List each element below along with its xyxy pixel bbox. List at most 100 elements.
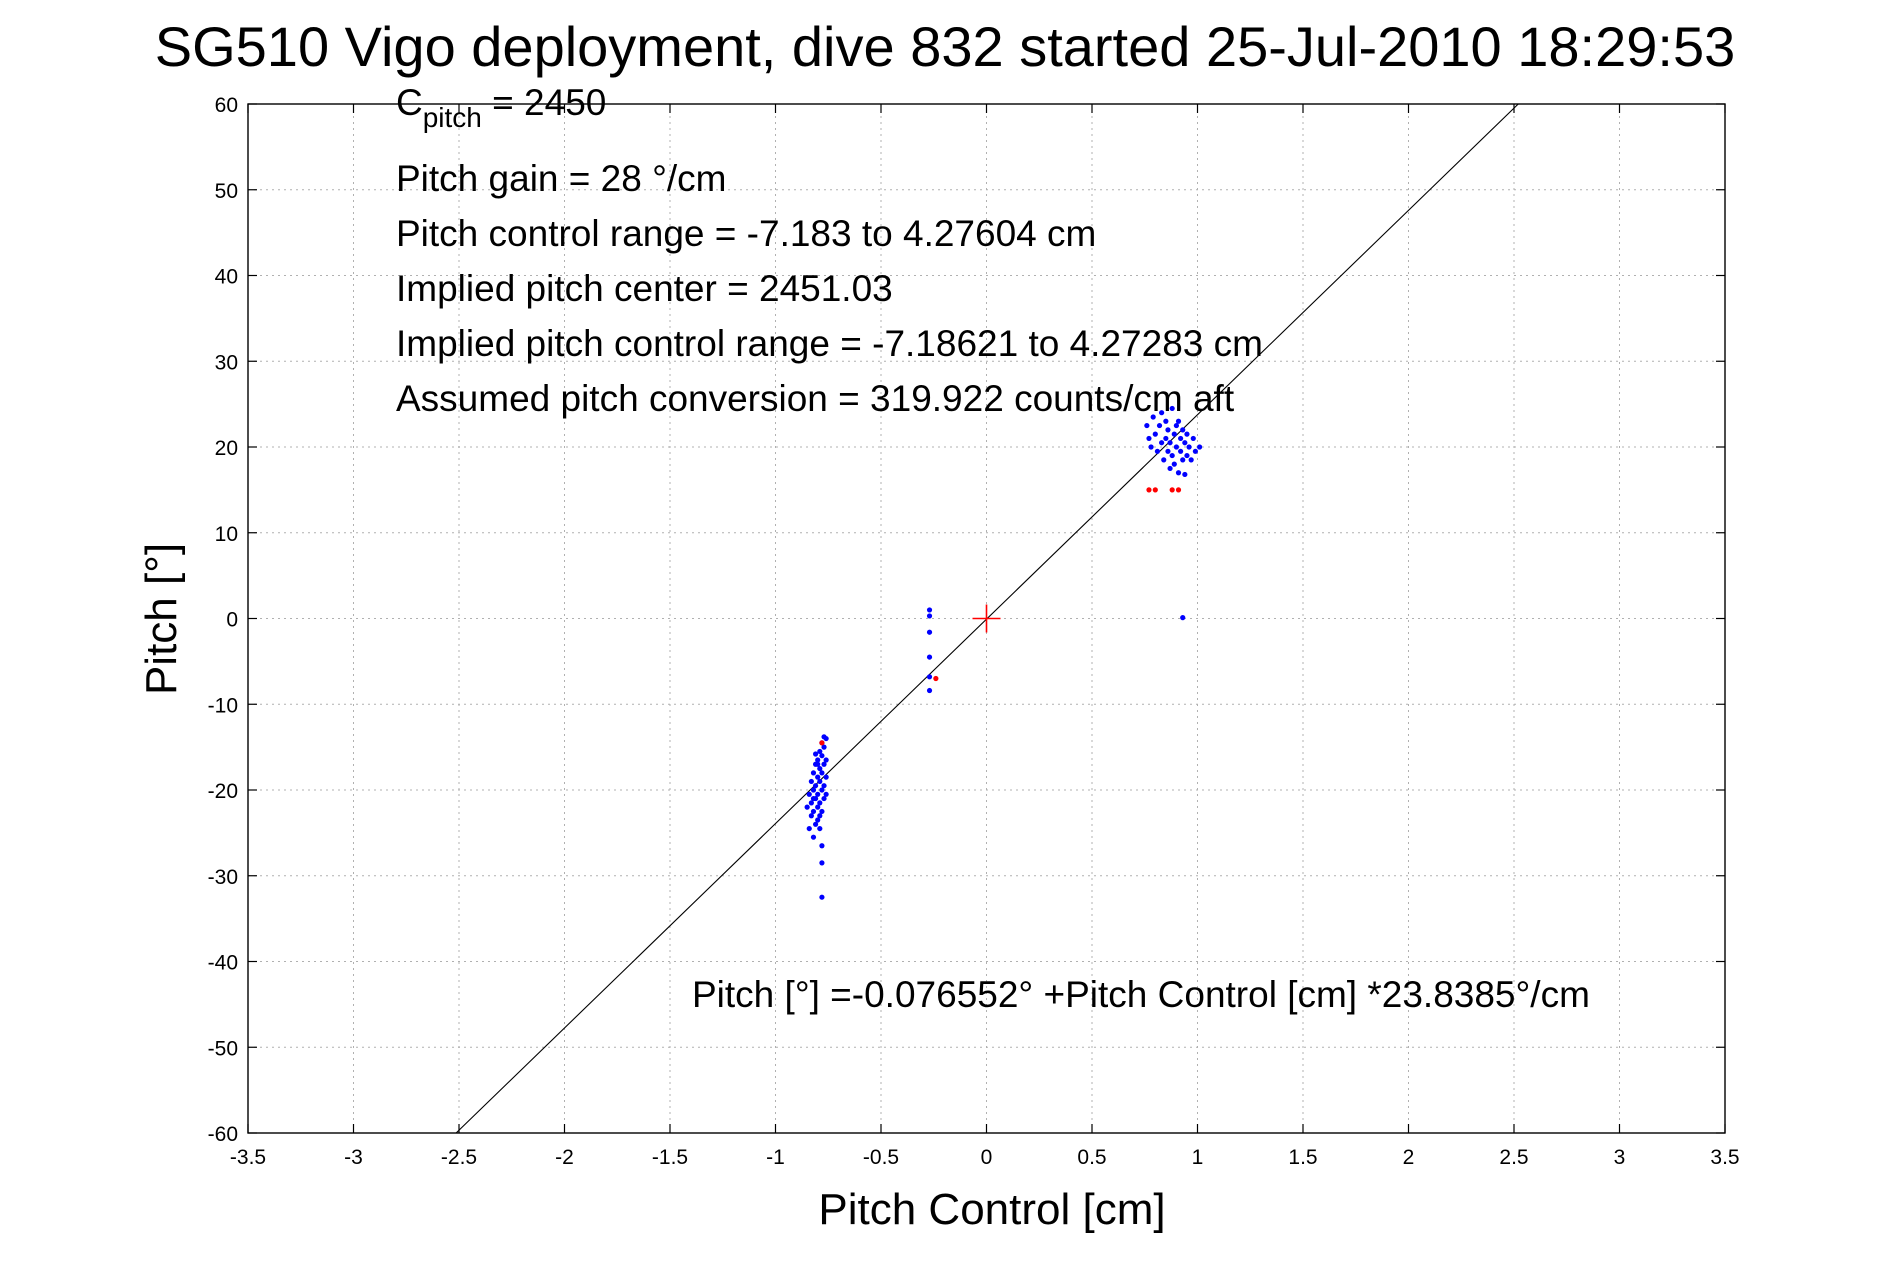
data-point-blue bbox=[926, 629, 933, 635]
data-point-blue bbox=[1165, 427, 1171, 433]
y-tick-label: 20 bbox=[215, 437, 238, 460]
x-tick-label: -3.5 bbox=[230, 1146, 266, 1169]
data-point-red bbox=[933, 675, 939, 682]
data-point-blue bbox=[1184, 431, 1190, 437]
data-point-blue bbox=[1146, 435, 1152, 442]
y-tick-label: -50 bbox=[208, 1037, 238, 1060]
y-tick-label: -20 bbox=[208, 780, 238, 803]
y-tick-label: 0 bbox=[226, 609, 238, 632]
data-point-blue bbox=[1171, 431, 1177, 437]
data-point-blue bbox=[815, 757, 821, 763]
data-point-blue bbox=[1175, 470, 1182, 476]
data-point-red bbox=[1152, 487, 1158, 493]
annotation-c-pitch-value: = 2450 bbox=[482, 82, 606, 123]
data-point-blue bbox=[812, 751, 819, 757]
data-point-blue bbox=[817, 778, 823, 785]
data-point-blue bbox=[926, 613, 933, 619]
data-point-blue bbox=[808, 813, 814, 819]
data-point-blue bbox=[819, 894, 825, 900]
data-point-blue bbox=[1154, 448, 1161, 454]
data-point-blue bbox=[1180, 427, 1186, 433]
data-point-blue bbox=[1180, 457, 1186, 463]
data-point-blue bbox=[815, 817, 821, 823]
x-tick-label: 1.5 bbox=[1288, 1146, 1317, 1169]
data-point-blue bbox=[1192, 448, 1198, 454]
data-point-blue bbox=[1184, 452, 1190, 459]
x-tick-label: -1.5 bbox=[652, 1146, 688, 1169]
data-point-blue bbox=[1148, 444, 1154, 450]
data-point-blue bbox=[821, 795, 827, 802]
x-tick-label: 3 bbox=[1614, 1146, 1626, 1169]
data-point-blue bbox=[815, 804, 821, 810]
data-point-red bbox=[1169, 487, 1175, 493]
data-point-blue bbox=[1167, 440, 1173, 446]
data-point-blue bbox=[823, 757, 829, 763]
data-points bbox=[804, 405, 1203, 900]
y-tick-labels: 60 50 40 30 20 10 0 -10 -20 -30 -40 -50 -60 bbox=[208, 94, 238, 1146]
y-tick-label: -60 bbox=[208, 1123, 238, 1146]
annotation-assumed-pitch-conversion: Assumed pitch conversion = 319.922 count… bbox=[396, 378, 1235, 419]
data-point-blue bbox=[815, 774, 821, 780]
data-point-blue bbox=[815, 761, 821, 767]
data-point-blue bbox=[817, 748, 823, 755]
annotation-block: Cpitch = 2450 Pitch gain = 28 °/cm Pitch… bbox=[396, 82, 1590, 1015]
x-tick-label: -3 bbox=[344, 1146, 363, 1169]
data-point-blue bbox=[819, 843, 825, 849]
data-point-blue bbox=[810, 795, 817, 802]
data-point-blue bbox=[804, 804, 810, 810]
data-point-red bbox=[1146, 487, 1152, 493]
data-point-blue bbox=[812, 783, 819, 789]
x-tick-label: 0 bbox=[981, 1146, 993, 1169]
data-point-blue bbox=[819, 770, 825, 776]
y-tick-label: 60 bbox=[215, 94, 238, 117]
x-tick-label: -2 bbox=[555, 1146, 574, 1169]
data-point-blue bbox=[817, 800, 823, 806]
data-point-blue bbox=[1150, 414, 1156, 420]
data-point-blue bbox=[1159, 410, 1165, 416]
data-point-red bbox=[1175, 487, 1182, 493]
data-point-blue bbox=[819, 787, 825, 793]
data-point-blue bbox=[815, 791, 821, 797]
data-point-blue bbox=[823, 735, 829, 742]
data-point-blue bbox=[810, 770, 817, 776]
data-point-blue bbox=[1169, 405, 1175, 412]
x-tick-label: -0.5 bbox=[863, 1146, 899, 1169]
data-point-blue bbox=[926, 607, 933, 613]
annotation-fit-equation: Pitch [°] =-0.076552° +Pitch Control [cm… bbox=[692, 974, 1590, 1015]
data-point-blue bbox=[817, 813, 823, 819]
origin-marker bbox=[972, 604, 1001, 633]
data-point-blue bbox=[1182, 440, 1188, 446]
data-point-blue bbox=[1161, 457, 1167, 463]
y-tick-label: 50 bbox=[215, 180, 238, 203]
y-tick-label: -40 bbox=[208, 952, 238, 975]
x-tick-label: 2.5 bbox=[1499, 1146, 1528, 1169]
annotation-c-pitch: Cpitch = 2450 bbox=[396, 82, 606, 133]
axis-ticks bbox=[247, 103, 1726, 1134]
data-point-blue bbox=[1178, 448, 1184, 454]
x-tick-label: -1 bbox=[766, 1146, 785, 1169]
annotation-implied-pitch-control-range: Implied pitch control range = -7.18621 t… bbox=[396, 323, 1263, 364]
y-tick-label: 10 bbox=[215, 523, 238, 546]
data-point-blue bbox=[1175, 418, 1182, 424]
data-point-blue bbox=[823, 791, 829, 797]
x-tick-label: 2 bbox=[1403, 1146, 1415, 1169]
data-point-red bbox=[819, 740, 825, 746]
data-point-blue bbox=[819, 808, 825, 815]
data-point-blue bbox=[808, 778, 814, 785]
x-axis-label: Pitch Control [cm] bbox=[818, 1185, 1165, 1234]
x-tick-label: 3.5 bbox=[1710, 1146, 1739, 1169]
data-point-blue bbox=[821, 761, 827, 767]
data-point-blue bbox=[821, 744, 827, 750]
annotation-implied-pitch-center: Implied pitch center = 2451.03 bbox=[396, 268, 893, 309]
data-point-blue bbox=[810, 808, 817, 815]
data-point-blue bbox=[926, 674, 933, 680]
data-point-blue bbox=[1165, 448, 1171, 454]
data-point-blue bbox=[1169, 452, 1175, 459]
y-axis-label: Pitch [°] bbox=[137, 543, 186, 695]
data-point-blue bbox=[926, 654, 933, 660]
y-tick-label: 30 bbox=[215, 351, 238, 374]
x-tick-label: -2.5 bbox=[441, 1146, 477, 1169]
data-point-blue bbox=[821, 783, 827, 789]
